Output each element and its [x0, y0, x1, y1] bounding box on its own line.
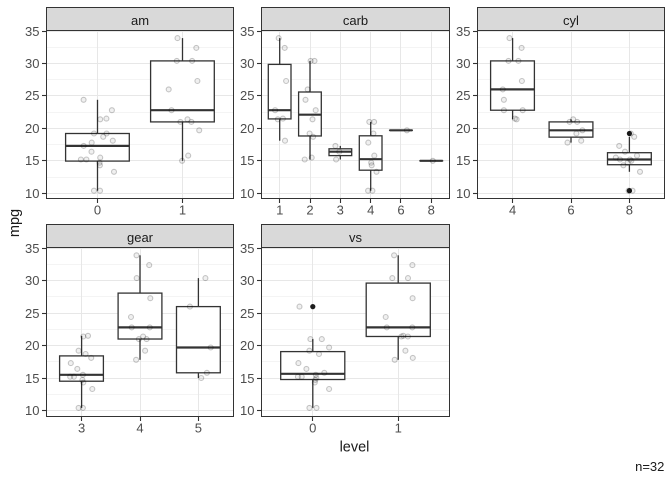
svg-text:8: 8 [428, 203, 435, 218]
svg-text:35: 35 [240, 24, 254, 39]
svg-text:30: 30 [25, 56, 39, 71]
svg-text:10: 10 [25, 403, 39, 418]
svg-text:1: 1 [276, 203, 283, 218]
svg-text:4: 4 [367, 203, 374, 218]
svg-text:10: 10 [240, 403, 254, 418]
svg-text:6: 6 [397, 203, 404, 218]
svg-text:4: 4 [509, 203, 516, 218]
svg-text:vs: vs [349, 230, 363, 245]
svg-text:30: 30 [240, 56, 254, 71]
svg-text:level: level [340, 440, 370, 456]
svg-text:35: 35 [456, 24, 470, 39]
svg-text:am: am [131, 13, 149, 28]
svg-text:mpg: mpg [7, 209, 23, 237]
svg-text:25: 25 [456, 88, 470, 103]
svg-text:0: 0 [309, 421, 316, 436]
svg-text:n=32: n=32 [635, 459, 664, 474]
svg-text:30: 30 [456, 56, 470, 71]
svg-text:30: 30 [240, 273, 254, 288]
svg-text:25: 25 [25, 88, 39, 103]
svg-text:10: 10 [456, 186, 470, 201]
svg-text:15: 15 [25, 153, 39, 168]
svg-text:0: 0 [94, 203, 101, 218]
svg-text:20: 20 [456, 121, 470, 136]
svg-text:1: 1 [395, 421, 402, 436]
svg-text:6: 6 [567, 203, 574, 218]
svg-text:35: 35 [25, 241, 39, 256]
svg-text:8: 8 [626, 203, 633, 218]
svg-text:30: 30 [25, 273, 39, 288]
svg-text:20: 20 [25, 121, 39, 136]
svg-text:4: 4 [136, 421, 143, 436]
svg-text:20: 20 [25, 338, 39, 353]
svg-text:25: 25 [25, 306, 39, 321]
svg-text:20: 20 [240, 338, 254, 353]
svg-text:2: 2 [306, 203, 313, 218]
svg-text:10: 10 [240, 186, 254, 201]
svg-text:10: 10 [25, 186, 39, 201]
svg-text:15: 15 [240, 153, 254, 168]
svg-text:3: 3 [337, 203, 344, 218]
svg-text:5: 5 [195, 421, 202, 436]
svg-text:20: 20 [240, 121, 254, 136]
svg-text:gear: gear [127, 230, 154, 245]
svg-text:3: 3 [78, 421, 85, 436]
svg-text:35: 35 [25, 24, 39, 39]
svg-text:cyl: cyl [563, 13, 579, 28]
svg-text:15: 15 [240, 371, 254, 386]
svg-text:15: 15 [456, 153, 470, 168]
svg-text:35: 35 [240, 241, 254, 256]
svg-text:25: 25 [240, 306, 254, 321]
svg-text:carb: carb [343, 13, 368, 28]
svg-text:25: 25 [240, 88, 254, 103]
svg-text:1: 1 [179, 203, 186, 218]
svg-text:15: 15 [25, 371, 39, 386]
